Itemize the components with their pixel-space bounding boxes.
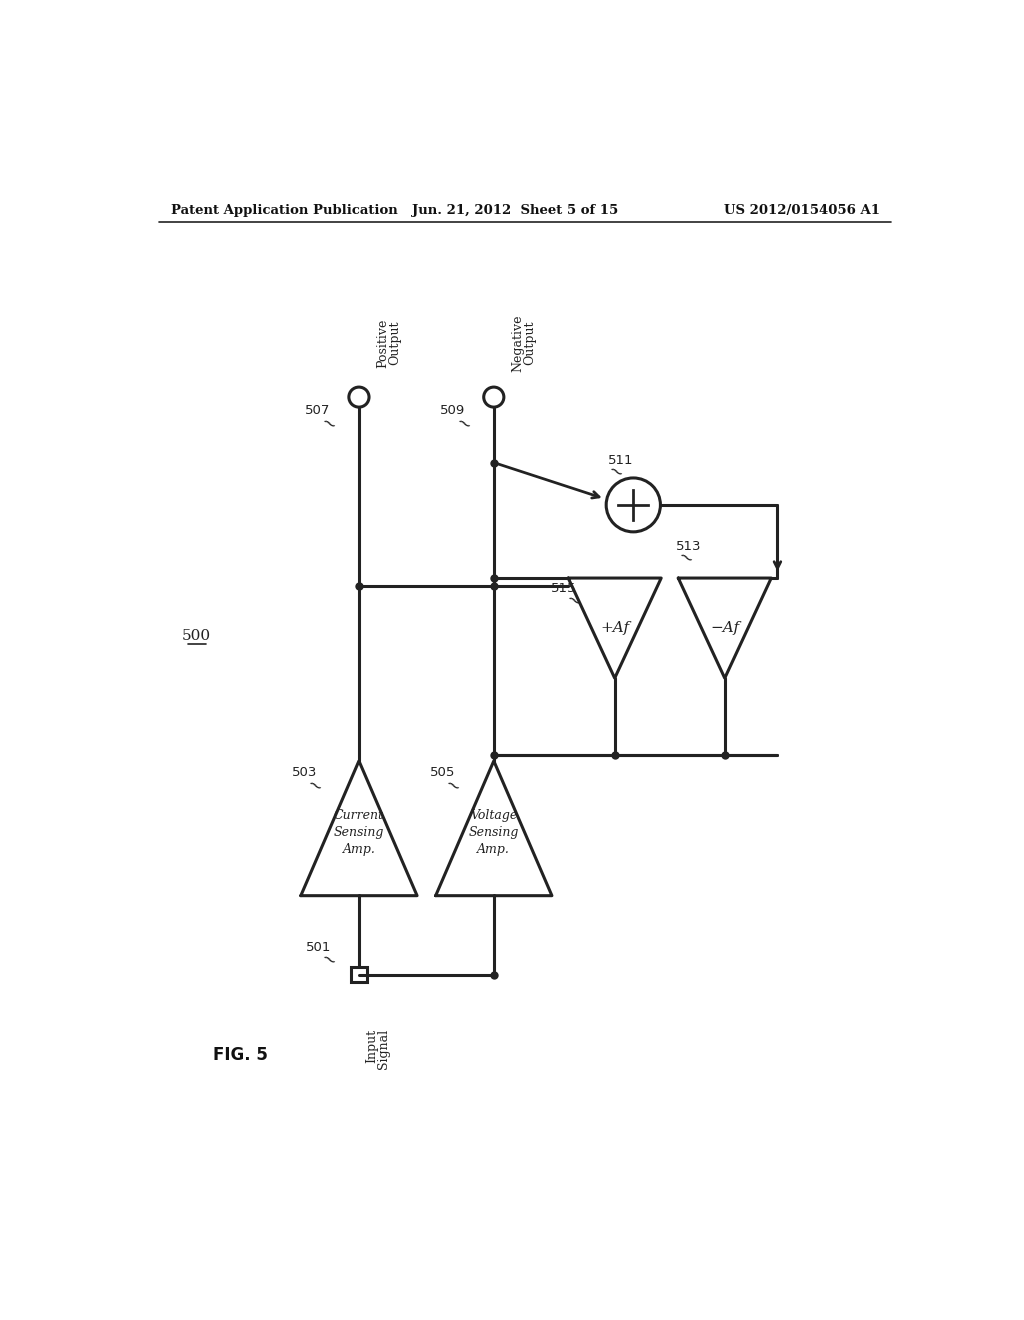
Text: 501: 501 — [306, 941, 332, 954]
Text: −Af: −Af — [711, 622, 739, 635]
Text: ~: ~ — [674, 548, 695, 570]
Text: ~: ~ — [317, 413, 339, 436]
Text: Sensing: Sensing — [334, 825, 384, 838]
Text: Signal: Signal — [377, 1028, 390, 1069]
Text: Positive: Positive — [376, 318, 389, 368]
Text: Sensing: Sensing — [469, 825, 519, 838]
Text: Amp.: Amp. — [477, 842, 510, 855]
Text: 500: 500 — [181, 628, 211, 643]
Text: ~: ~ — [317, 949, 339, 973]
Text: 511: 511 — [608, 454, 634, 467]
Text: ~: ~ — [604, 461, 626, 484]
Text: Amp.: Amp. — [342, 842, 376, 855]
Text: ~: ~ — [441, 775, 463, 797]
Text: 507: 507 — [305, 404, 331, 417]
Text: Output: Output — [523, 321, 537, 366]
Text: Patent Application Publication: Patent Application Publication — [171, 205, 397, 218]
Text: Current: Current — [334, 809, 384, 822]
Text: ~: ~ — [562, 590, 584, 612]
Text: Output: Output — [388, 321, 401, 366]
Text: 509: 509 — [440, 404, 465, 417]
Text: 505: 505 — [430, 767, 456, 779]
Text: Input: Input — [365, 1028, 378, 1063]
Text: 503: 503 — [292, 767, 317, 779]
Bar — [351, 966, 367, 982]
Text: US 2012/0154056 A1: US 2012/0154056 A1 — [724, 205, 880, 218]
Text: Voltage: Voltage — [470, 809, 517, 822]
Text: ~: ~ — [452, 413, 474, 436]
Text: Negative: Negative — [511, 314, 524, 372]
Text: 513: 513 — [676, 540, 701, 553]
Text: Jun. 21, 2012  Sheet 5 of 15: Jun. 21, 2012 Sheet 5 of 15 — [413, 205, 618, 218]
Text: +Af: +Af — [600, 622, 630, 635]
Text: 515: 515 — [551, 582, 577, 594]
Text: ~: ~ — [303, 775, 325, 797]
Text: FIG. 5: FIG. 5 — [213, 1047, 268, 1064]
